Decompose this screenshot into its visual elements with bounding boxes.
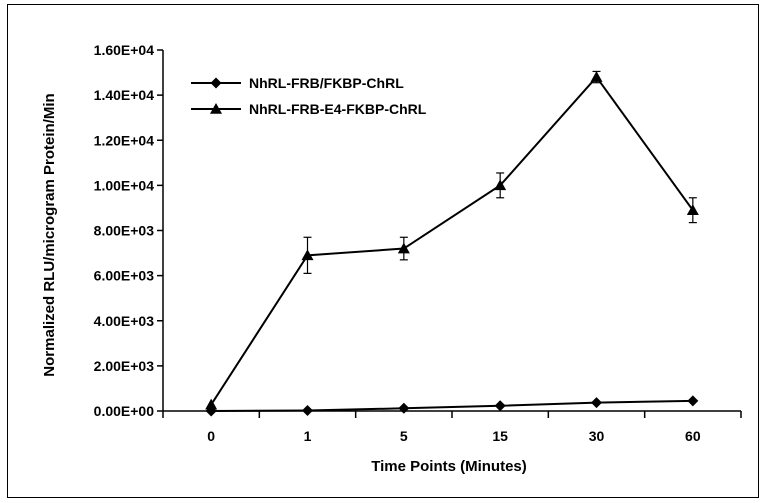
y-tick-label: 6.00E+03 — [94, 268, 155, 284]
legend: NhRL-FRB/FKBP-ChRL NhRL-FRB-E4-FKBP-ChRL — [191, 75, 427, 117]
data-point — [591, 71, 603, 82]
x-tick-label: 30 — [589, 428, 605, 444]
y-tick-label: 8.00E+03 — [94, 223, 155, 239]
legend-entry-2: NhRL-FRB-E4-FKBP-ChRL — [191, 101, 427, 117]
data-point — [398, 403, 409, 414]
data-point — [205, 399, 217, 410]
y-tick-label: 1.40E+04 — [94, 87, 155, 103]
series-layer — [205, 71, 699, 416]
chart-frame: 0.00E+00 2.00E+03 4.00E+03 6.00E+03 8.00E+03… — [7, 4, 759, 498]
x-tick-label: 15 — [492, 428, 508, 444]
series-2 — [205, 71, 699, 409]
y-tick-label: 1.60E+04 — [94, 42, 155, 58]
legend-marker — [211, 78, 222, 89]
series-line — [211, 77, 693, 405]
x-tick-label: 1 — [304, 428, 312, 444]
y-tick-label: 1.00E+04 — [94, 177, 155, 193]
data-point — [495, 400, 506, 411]
legend-label: NhRL-FRB/FKBP-ChRL — [249, 75, 404, 91]
x-tick-label: 0 — [207, 428, 215, 444]
data-point — [591, 397, 602, 408]
x-tick-label: 60 — [685, 428, 701, 444]
series-line — [211, 401, 693, 411]
legend-label: NhRL-FRB-E4-FKBP-ChRL — [249, 101, 427, 117]
y-tick-label: 2.00E+03 — [94, 358, 155, 374]
y-tick-label: 1.20E+04 — [94, 132, 155, 148]
x-tick-label: 5 — [400, 428, 408, 444]
line-chart: 0.00E+00 2.00E+03 4.00E+03 6.00E+03 8.00E+03… — [8, 5, 758, 497]
legend-entry-1: NhRL-FRB/FKBP-ChRL — [191, 75, 404, 91]
y-axis-title: Normalized RLU/microgram Protein/Min — [41, 93, 58, 376]
data-point — [687, 395, 698, 406]
y-tick-label: 0.00E+00 — [94, 403, 155, 419]
data-point — [302, 405, 313, 416]
y-tick-label: 4.00E+03 — [94, 313, 155, 329]
x-axis-title: Time Points (Minutes) — [371, 458, 527, 475]
